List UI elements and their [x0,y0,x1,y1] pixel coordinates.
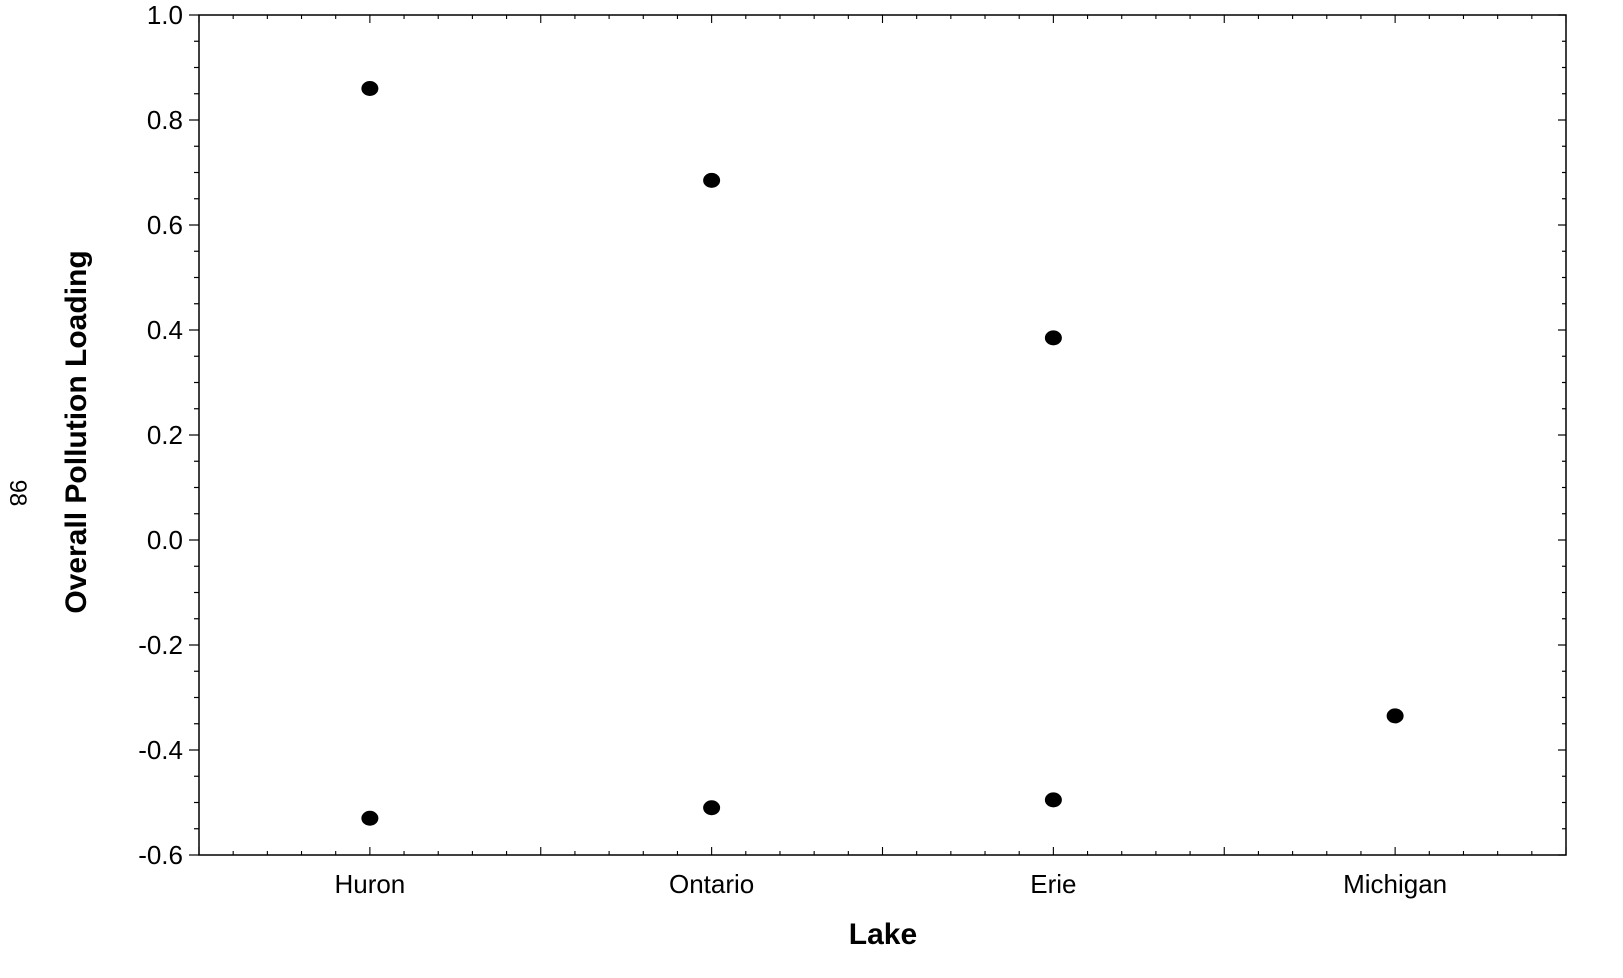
x-tick-label-ontario: Ontario [669,869,754,899]
y-tick-label: 0.2 [147,420,183,450]
x-tick-label-michigan: Michigan [1343,869,1447,899]
x-tick-label-erie: Erie [1030,869,1076,899]
data-point-ontario [703,172,721,188]
y-tick-label: 0.0 [147,525,183,555]
plot-border [198,14,1567,856]
data-point-ontario [703,800,721,816]
y-tick-label: -0.4 [138,735,183,765]
data-point-michigan [1386,708,1404,724]
y-tick-label: 1.0 [147,0,183,30]
data-point-huron [361,81,379,96]
y-axis: -0.6 -0.4 -0.2 0.0 0.2 0.4 0.6 0.8 1.0 [138,0,1566,870]
y-axis-title: Overall Pollution Loading [60,250,93,613]
y-tick-label: 0.8 [147,105,183,135]
y-tick-label: -0.6 [138,840,183,870]
data-point-huron [361,810,379,826]
x-axis-title: Lake [849,918,917,951]
data-point-erie [1044,330,1062,346]
x-tick-label-huron: Huron [334,869,405,899]
y-tick-label: -0.2 [138,630,183,660]
plot-frame [198,14,1567,856]
y-tick-label: 0.4 [147,315,183,345]
data-points [361,81,1404,826]
x-axis: Huron Ontario Erie Michigan [198,15,1567,899]
data-point-erie [1044,792,1062,808]
y-tick-label: 0.6 [147,210,183,240]
page-number: 98 [4,480,31,507]
